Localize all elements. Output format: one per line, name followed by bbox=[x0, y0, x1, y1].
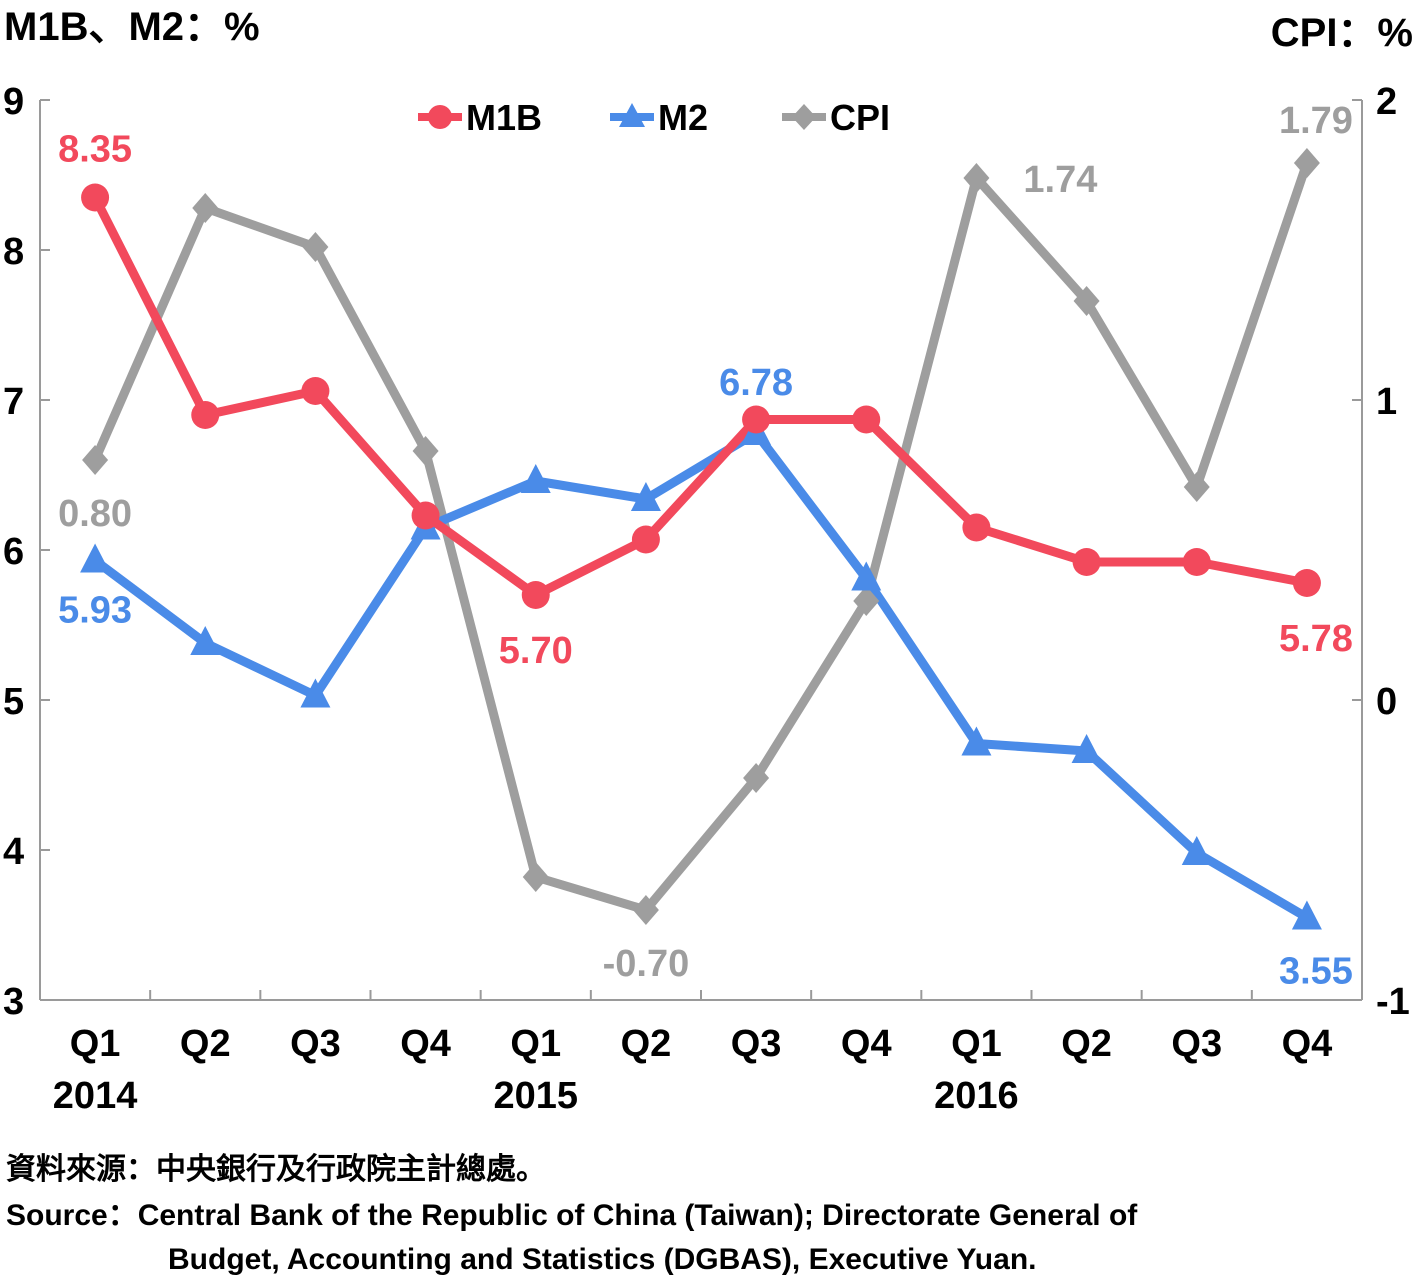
marker-m2 bbox=[190, 626, 221, 655]
marker-cpi bbox=[743, 763, 770, 793]
x-category-label: Q1 bbox=[951, 1023, 1002, 1065]
legend: M1B M2 CPI bbox=[418, 97, 890, 138]
data-label-cpi: 0.80 bbox=[58, 493, 132, 535]
marker-m1b bbox=[1182, 548, 1211, 576]
right-tick-label: 0 bbox=[1376, 681, 1397, 723]
marker-cpi bbox=[302, 232, 329, 262]
marker-m1b bbox=[631, 525, 660, 554]
x-category-label: Q2 bbox=[1061, 1023, 1112, 1065]
left-tick-label: 6 bbox=[3, 531, 24, 573]
marker-cpi bbox=[82, 445, 109, 475]
marker-cpi bbox=[522, 862, 549, 892]
series-markers bbox=[80, 148, 1322, 930]
marker-m1b bbox=[301, 377, 330, 405]
data-label-cpi: 1.74 bbox=[1023, 159, 1097, 201]
left-tick-label: 3 bbox=[3, 981, 24, 1023]
marker-m2 bbox=[1291, 900, 1322, 930]
data-labels: 8.35 5.70 5.78 5.93 6.78 3.55 0.80 -0.70 1.74 1.7… bbox=[58, 100, 1353, 993]
data-label-m1b: 8.35 bbox=[58, 129, 132, 171]
marker-m1b bbox=[81, 183, 110, 212]
data-label-cpi: 1.79 bbox=[1279, 100, 1353, 142]
legend-marker-cpi bbox=[792, 104, 816, 130]
marker-m1b bbox=[191, 401, 220, 429]
legend-marker-m2 bbox=[619, 103, 645, 127]
series-line-cpi bbox=[90, 161, 1312, 915]
legend-label-m2: M2 bbox=[658, 97, 708, 138]
left-axis-title: M1B、M2：% bbox=[4, 5, 260, 49]
left-tick-label: 9 bbox=[3, 81, 24, 123]
x-year-label: 2014 bbox=[53, 1075, 138, 1117]
legend-label-cpi: CPI bbox=[830, 97, 890, 138]
right-tick-label: 2 bbox=[1376, 81, 1397, 123]
marker-cpi bbox=[192, 193, 219, 223]
left-tick-label: 5 bbox=[3, 681, 24, 723]
marker-m1b bbox=[521, 581, 550, 609]
data-label-m2: 5.93 bbox=[58, 590, 132, 632]
marker-m2 bbox=[1181, 836, 1212, 865]
x-category-label: Q3 bbox=[290, 1023, 341, 1065]
marker-cpi bbox=[1073, 286, 1100, 316]
marker-m1b bbox=[962, 513, 991, 542]
x-category-label: Q3 bbox=[731, 1023, 782, 1065]
marker-m2 bbox=[1071, 734, 1102, 763]
marker-cpi bbox=[1293, 148, 1320, 178]
right-tick-label: -1 bbox=[1376, 981, 1410, 1023]
data-label-cpi: -0.70 bbox=[603, 943, 690, 985]
series-line-m2 bbox=[92, 428, 1310, 922]
axes: 3 4 5 6 7 8 9 -1 0 1 2 Q1 Q2 Q3 Q4 Q1 Q2 Q3 Q4 Q1 Q2 Q3 Q4 2014… bbox=[3, 81, 1410, 1117]
x-category-label: Q4 bbox=[841, 1023, 892, 1065]
marker-m1b bbox=[1072, 548, 1101, 576]
left-tick-label: 4 bbox=[3, 831, 24, 873]
marker-m1b bbox=[742, 405, 771, 434]
marker-m2 bbox=[80, 543, 111, 573]
marker-cpi bbox=[412, 436, 439, 466]
marker-cpi bbox=[853, 586, 880, 616]
marker-m2 bbox=[851, 561, 882, 591]
data-label-m2: 3.55 bbox=[1279, 951, 1353, 993]
marker-cpi bbox=[1183, 472, 1210, 502]
x-category-label: Q4 bbox=[400, 1023, 451, 1065]
x-year-label: 2016 bbox=[934, 1075, 1019, 1117]
source-english-line1: Source：Central Bank of the Republic of C… bbox=[6, 1199, 1138, 1232]
series-line-m1b bbox=[91, 195, 1308, 600]
data-label-m2: 6.78 bbox=[719, 362, 793, 404]
chart: M1B、M2：% CPI：% 3 4 5 6 7 8 9 -1 0 1 2 Q1 Q2 Q3 Q4 Q1 Q2 Q… bbox=[3, 5, 1413, 1117]
x-category-label: Q2 bbox=[180, 1023, 231, 1065]
data-label-m1b: 5.70 bbox=[499, 630, 573, 672]
x-category-label: Q1 bbox=[510, 1023, 561, 1065]
marker-m2 bbox=[630, 482, 661, 511]
x-category-label: Q2 bbox=[621, 1023, 672, 1065]
x-year-label: 2015 bbox=[493, 1075, 578, 1117]
left-tick-label: 7 bbox=[3, 381, 24, 423]
legend-marker-m1b bbox=[428, 105, 452, 129]
series-lines bbox=[90, 161, 1312, 922]
marker-cpi bbox=[632, 895, 659, 925]
right-tick-label: 1 bbox=[1376, 381, 1397, 423]
right-axis-title: CPI：% bbox=[1271, 11, 1413, 55]
x-category-label: Q3 bbox=[1171, 1023, 1222, 1065]
legend-label-m1b: M1B bbox=[466, 97, 542, 138]
marker-m1b bbox=[852, 405, 881, 434]
source-english-line2: Budget, Accounting and Statistics (DGBAS… bbox=[168, 1243, 1037, 1276]
source-chinese: 資料來源：中央銀行及行政院主計總處。 bbox=[6, 1152, 546, 1187]
marker-m2 bbox=[300, 678, 331, 708]
marker-cpi bbox=[963, 163, 990, 193]
marker-m2 bbox=[520, 464, 551, 493]
marker-m2 bbox=[961, 726, 992, 756]
marker-m1b bbox=[411, 501, 440, 530]
x-category-label: Q1 bbox=[70, 1023, 121, 1065]
left-tick-label: 8 bbox=[3, 231, 24, 273]
data-label-m1b: 5.78 bbox=[1279, 618, 1353, 660]
marker-m1b bbox=[1292, 569, 1321, 597]
x-category-label: Q4 bbox=[1282, 1023, 1333, 1065]
